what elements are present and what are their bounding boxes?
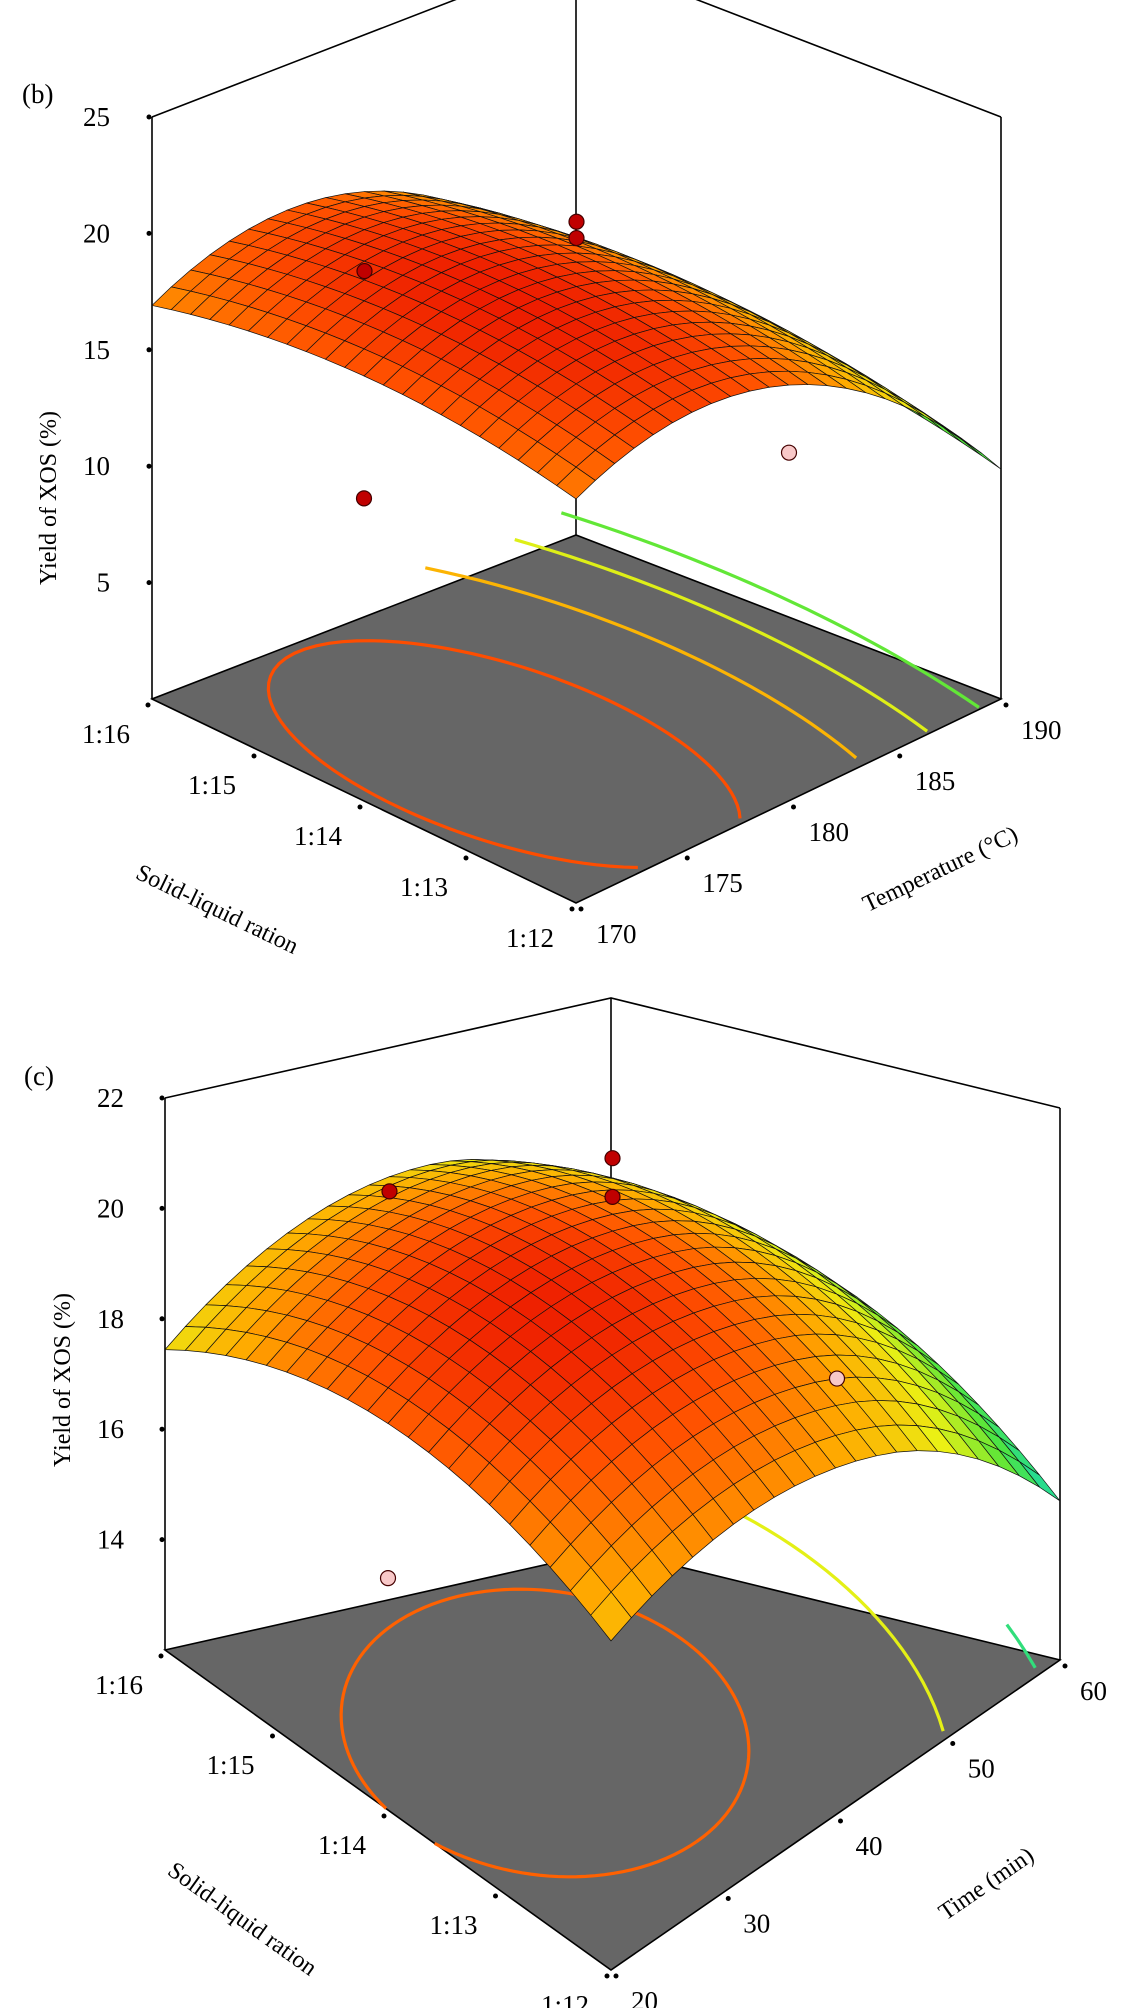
x-tick-mark: [569, 906, 575, 912]
y-tick-label: 50: [968, 1754, 995, 1784]
design-point: [355, 490, 373, 507]
design-point: [381, 1183, 398, 1200]
x-tick-mark: [270, 1733, 275, 1739]
z-tick-mark: [159, 1205, 165, 1211]
z-tick-mark: [159, 1426, 165, 1432]
y-tick-mark: [684, 855, 690, 861]
y-tick-mark: [613, 1973, 619, 1979]
z-tick-label: 14: [97, 1525, 125, 1555]
design-point: [780, 444, 798, 461]
x-tick-label: 1:12: [541, 1990, 589, 2008]
x-tick-label: 1:13: [400, 872, 448, 902]
y-tick-mark: [725, 1896, 731, 1901]
surface-cell: [590, 1591, 632, 1642]
y-tick-label: 170: [596, 919, 637, 949]
y-tick-label: 190: [1021, 715, 1062, 745]
y-axis-title: Temperature (°C): [859, 822, 1022, 918]
z-tick-label: 15: [83, 335, 110, 365]
x-tick-mark: [357, 804, 363, 810]
z-axis-title: Yield of XOS (%): [36, 411, 62, 585]
panel-label: (b): [22, 79, 53, 109]
x-tick-label: 1:15: [206, 1750, 254, 1780]
design-point: [604, 1150, 621, 1167]
design-point: [828, 1370, 846, 1387]
y-tick-label: 180: [809, 817, 850, 847]
z-tick-mark: [146, 463, 152, 469]
back-wall-top-edges: [164, 997, 1061, 1109]
y-tick-mark: [791, 804, 796, 810]
y-tick-mark: [950, 1741, 956, 1746]
contour-line: [424, 566, 858, 760]
y-tick-mark: [897, 753, 903, 759]
y-tick-label: 40: [856, 1831, 883, 1861]
z-tick-mark: [159, 1316, 165, 1322]
back-wall-top-edges: [151, 0, 1002, 118]
x-tick-mark: [463, 855, 469, 861]
y-tick-mark: [1003, 702, 1009, 708]
z-tick-label: 25: [83, 102, 110, 132]
z-tick-mark: [159, 1095, 165, 1101]
z-tick-mark: [159, 1537, 165, 1543]
x-tick-mark: [604, 1973, 610, 1979]
design-point: [379, 1570, 397, 1587]
contour-line: [1005, 1623, 1037, 1669]
surface-cell: [556, 466, 596, 500]
panel-c: 14 16 18 20 22 Yield of XOS (%) (c) 1:16 1:15 1:1…: [24, 997, 1107, 2008]
x-tick-label: 1:15: [188, 770, 236, 800]
contour-line: [560, 511, 980, 709]
x-tick-label: 1:13: [429, 1910, 477, 1940]
z-tick-mark: [146, 347, 152, 353]
z-tick-label: 18: [97, 1304, 124, 1334]
z-tick-label: 20: [97, 1193, 124, 1223]
z-tick-label: 10: [83, 451, 110, 481]
x-tick-mark: [251, 753, 257, 759]
x-tick-mark: [381, 1813, 387, 1819]
design-point: [568, 213, 585, 230]
x-tick-mark: [493, 1893, 498, 1899]
z-tick-label: 16: [97, 1414, 124, 1444]
z-axis-title: Yield of XOS (%): [50, 1293, 76, 1467]
y-axis-title: Time (min): [934, 1843, 1039, 1926]
z-tick-mark: [146, 114, 152, 120]
x-tick-label: 1:12: [506, 923, 554, 953]
surface-cell: [884, 392, 924, 416]
y-tick-mark: [1062, 1663, 1068, 1669]
design-point: [604, 1188, 621, 1205]
contour-line: [514, 538, 929, 733]
y-tick-label: 30: [743, 1909, 770, 1939]
floor-plane: [149, 534, 1004, 904]
contour-line: [266, 639, 742, 870]
z-tick-label: 20: [83, 218, 110, 248]
z-tick-mark: [146, 230, 152, 236]
y-tick-label: 175: [702, 868, 743, 898]
x-axis-title: Solid-liquid ration: [163, 1857, 322, 1981]
panel-label: (c): [24, 1061, 54, 1091]
y-tick-mark: [838, 1818, 843, 1824]
z-tick-label: 5: [97, 568, 111, 598]
x-tick-label: 1:16: [95, 1670, 143, 1700]
panel-b: 5 10 15 20 25 Yield of XOS (%) (b) 1:16 1:15 1:14…: [22, 0, 1062, 960]
x-tick-label: 1:14: [294, 821, 343, 851]
surface-cell: [1019, 1461, 1061, 1502]
design-point: [568, 229, 585, 247]
z-tick-mark: [146, 580, 152, 586]
y-tick-mark: [578, 906, 584, 912]
x-tick-mark: [158, 1653, 164, 1659]
contour-line: [433, 1840, 698, 1879]
response-surface: [164, 1159, 1061, 1642]
floor-plane: [163, 1549, 1062, 1971]
design-point: [356, 262, 373, 280]
contour-line: [339, 1587, 751, 1843]
x-tick-label: 1:16: [82, 719, 130, 749]
y-tick-label: 185: [915, 766, 956, 796]
x-tick-label: 1:14: [318, 1830, 367, 1860]
x-axis-title: Solid-liquid ration: [132, 860, 302, 960]
y-tick-label: 20: [631, 1986, 658, 2008]
z-tick-label: 22: [97, 1083, 124, 1113]
y-tick-label: 60: [1080, 1676, 1107, 1706]
x-tick-mark: [145, 702, 151, 708]
